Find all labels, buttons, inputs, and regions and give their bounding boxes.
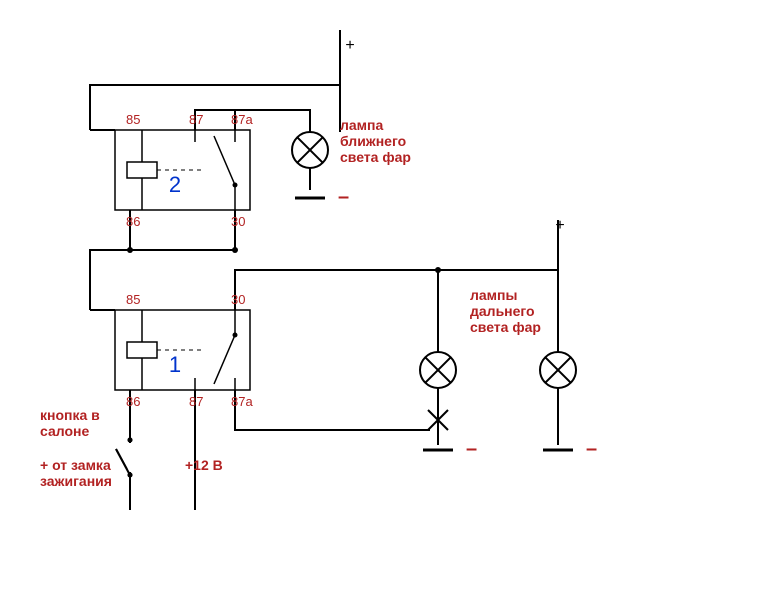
circuit-diagram: 2 30 85 86 87 87a 1 30 85 86 87 87a – – – + + лампаближне… bbox=[0, 0, 768, 614]
ground-far-2-minus: – bbox=[586, 438, 597, 460]
label-near-lamp-line-2: света фар bbox=[340, 149, 411, 165]
label-near-lamp-line-0: лампа bbox=[340, 117, 383, 133]
relay-1-pin-30: 30 bbox=[231, 292, 245, 307]
relay-2-pin-87a: 87a bbox=[231, 112, 253, 127]
label-near-lamp-line-1: ближнего bbox=[340, 133, 406, 149]
ground-near-minus: – bbox=[338, 186, 349, 208]
plus-top: + bbox=[345, 37, 354, 54]
label-button-line-1: салоне bbox=[40, 423, 89, 439]
relay-2-pin-86: 86 bbox=[126, 214, 140, 229]
relay-2-number: 2 bbox=[169, 172, 181, 197]
label-far-lamp-line-2: света фар bbox=[470, 319, 541, 335]
relay-2-pin-30: 30 bbox=[231, 214, 245, 229]
label-12v-line-0: +12 В bbox=[185, 457, 223, 473]
junction bbox=[127, 247, 133, 253]
junction bbox=[232, 247, 238, 253]
plus-right: + bbox=[555, 217, 564, 234]
label-button-line-0: кнопка в bbox=[40, 407, 100, 423]
relay-1-pin-87a: 87a bbox=[231, 394, 253, 409]
relay-2-pin-85: 85 bbox=[126, 112, 140, 127]
label-ignition-line-0: + от замка bbox=[40, 457, 111, 473]
canvas-bg bbox=[0, 0, 768, 614]
ground-far-1-minus: – bbox=[466, 438, 477, 460]
label-12v: +12 В bbox=[185, 457, 223, 473]
label-ignition-line-1: зажигания bbox=[40, 473, 112, 489]
relay-2-pin-87: 87 bbox=[189, 112, 203, 127]
label-ignition: + от замказажигания bbox=[40, 457, 112, 489]
relay-1-pin-86: 86 bbox=[126, 394, 140, 409]
label-far-lamp-line-0: лампы bbox=[470, 287, 517, 303]
relay-1-pin-87: 87 bbox=[189, 394, 203, 409]
relay-1-pin-85: 85 bbox=[126, 292, 140, 307]
label-far-lamp-line-1: дальнего bbox=[470, 303, 535, 319]
relay-1-number: 1 bbox=[169, 352, 181, 377]
junction bbox=[435, 267, 441, 273]
